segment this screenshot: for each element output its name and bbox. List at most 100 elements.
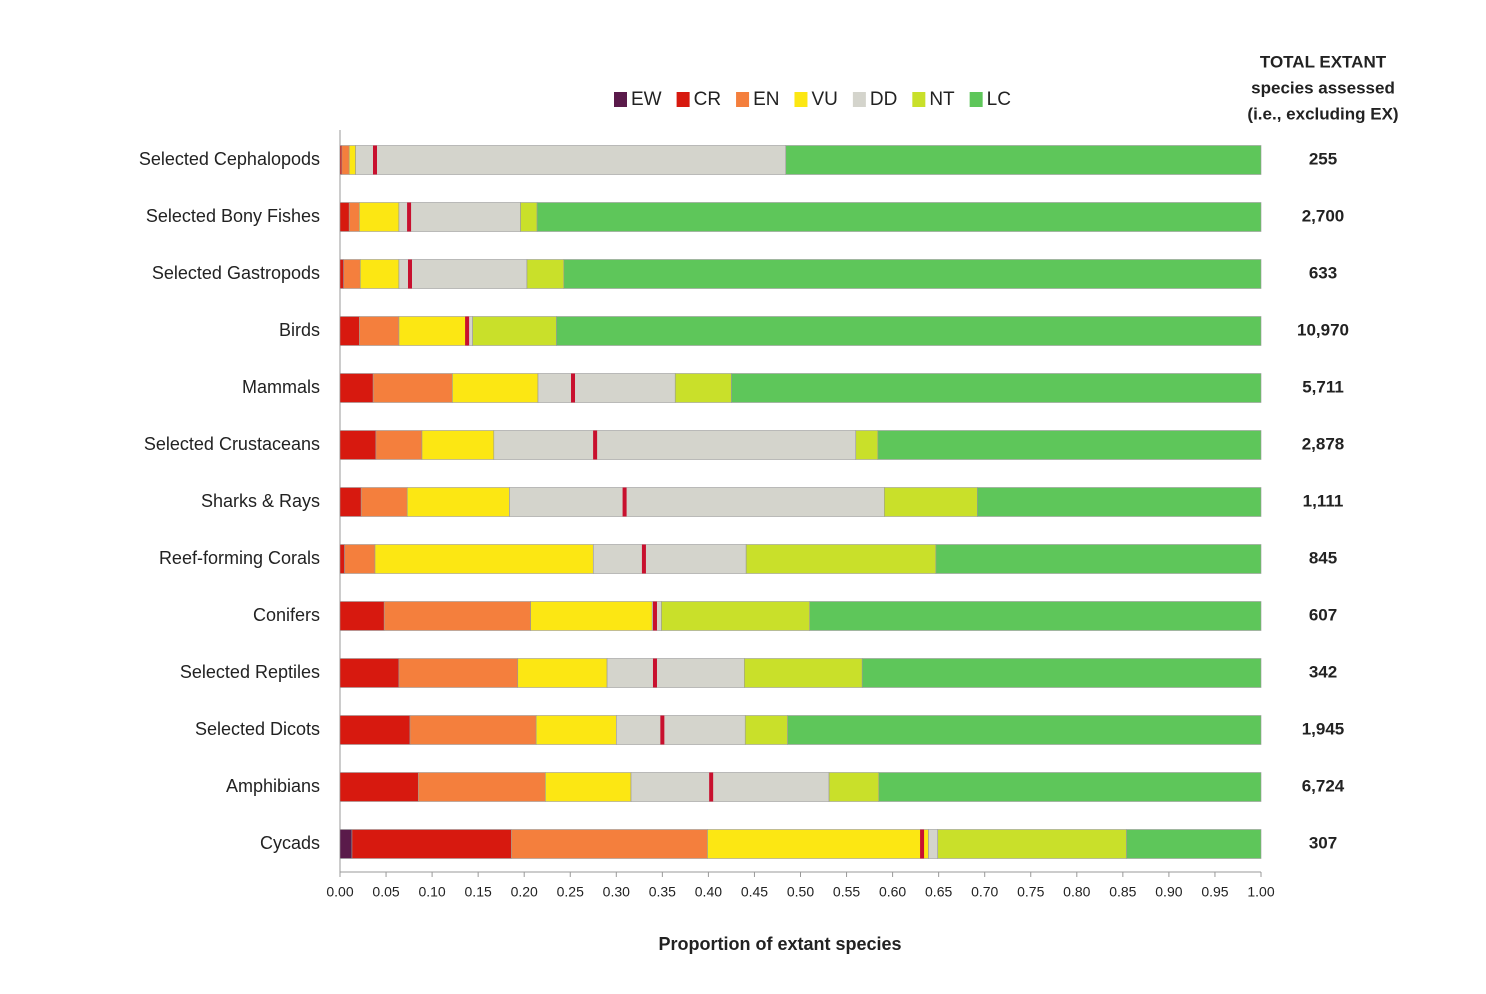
- bar-segment: [928, 829, 939, 859]
- legend-label: CR: [694, 89, 721, 110]
- bar-segment: [707, 829, 929, 859]
- bar-segment: [339, 373, 374, 403]
- bar-segment: [731, 373, 1262, 403]
- bar-segment: [563, 259, 1262, 289]
- bar-segment: [343, 259, 361, 289]
- total-label: 2,700: [1302, 206, 1345, 225]
- totals-header: species assessed: [1251, 78, 1395, 97]
- x-tick-label: 0.70: [971, 884, 998, 900]
- bar-segment: [351, 829, 512, 859]
- bar-segment: [877, 430, 1262, 460]
- bar-segment: [339, 202, 350, 232]
- bar-segment: [520, 202, 538, 232]
- bar-segment: [526, 259, 565, 289]
- legend-label: NT: [929, 89, 955, 110]
- bar-segment: [674, 373, 732, 403]
- legend-swatch: [852, 92, 866, 107]
- legend-label: EW: [631, 89, 662, 110]
- x-tick-label: 0.50: [787, 884, 814, 900]
- bar-segment: [348, 202, 360, 232]
- bar-segment: [744, 658, 863, 688]
- bar-segment: [530, 601, 653, 631]
- legend-swatch: [969, 92, 983, 107]
- bar-segment: [787, 715, 1262, 745]
- bar-segment: [359, 202, 400, 232]
- total-label: 255: [1309, 149, 1337, 168]
- totals-header: (i.e., excluding EX): [1247, 104, 1398, 123]
- legend-swatch: [676, 92, 690, 107]
- x-tick-label: 1.00: [1247, 884, 1274, 900]
- threat-marker: [660, 715, 665, 745]
- y-tick-label: Mammals: [242, 377, 320, 397]
- bar-segment: [409, 715, 537, 745]
- bar-segment: [348, 145, 356, 175]
- bar-segment: [339, 772, 419, 802]
- bar-segment: [472, 316, 557, 346]
- bar-segment: [339, 715, 411, 745]
- x-tick-label: 0.75: [1017, 884, 1044, 900]
- x-tick-label: 0.10: [418, 884, 445, 900]
- x-tick-label: 0.15: [465, 884, 492, 900]
- bar-segment: [339, 829, 353, 859]
- y-tick-label: Birds: [279, 320, 320, 340]
- legend-label: VU: [811, 89, 837, 110]
- y-tick-label: Conifers: [253, 605, 320, 625]
- legend-swatch: [912, 92, 926, 107]
- y-tick-label: Selected Bony Fishes: [146, 206, 320, 226]
- bar-segment: [339, 658, 400, 688]
- bar-segment: [630, 772, 830, 802]
- bar-segment: [375, 430, 423, 460]
- y-tick-label: Reef-forming Corals: [159, 548, 320, 568]
- x-tick-label: 0.85: [1109, 884, 1136, 900]
- bar-segment: [398, 202, 521, 232]
- bar-segment: [615, 715, 746, 745]
- bar-segment: [509, 487, 885, 517]
- bar-segment: [344, 544, 376, 574]
- bar-segment: [861, 658, 1262, 688]
- legend-swatch: [794, 92, 808, 107]
- bar-segment: [417, 772, 546, 802]
- total-label: 1,945: [1302, 719, 1345, 738]
- bar-segment: [545, 772, 632, 802]
- threat-marker: [465, 316, 470, 346]
- totals-header: TOTAL EXTANT: [1260, 52, 1387, 71]
- threat-marker: [622, 487, 627, 517]
- legend-label: DD: [870, 89, 897, 110]
- bar-segment: [661, 601, 811, 631]
- bar-segment: [493, 430, 857, 460]
- bar-segment: [452, 373, 539, 403]
- bar-segment: [339, 259, 344, 289]
- bar-segment: [977, 487, 1262, 517]
- y-tick-label: Amphibians: [226, 776, 320, 796]
- x-tick-label: 0.30: [603, 884, 630, 900]
- threat-marker: [593, 430, 598, 460]
- bar-segment: [372, 373, 453, 403]
- threat-marker: [652, 601, 657, 631]
- bar-segment: [1126, 829, 1262, 859]
- legend-swatch: [614, 92, 627, 107]
- bar-segment: [935, 544, 1262, 574]
- bar-segment: [745, 544, 937, 574]
- bar-segment: [556, 316, 1262, 346]
- threat-marker: [407, 259, 412, 289]
- threat-marker: [571, 373, 576, 403]
- y-tick-label: Selected Dicots: [195, 719, 320, 739]
- legend-label: LC: [987, 89, 1011, 110]
- y-tick-label: Selected Reptiles: [180, 662, 320, 682]
- bar-segment: [398, 259, 528, 289]
- bar-segment: [355, 145, 787, 175]
- bar-segment: [398, 316, 468, 346]
- bar-segment: [535, 715, 617, 745]
- y-tick-label: Cycads: [260, 833, 320, 853]
- legend-label: EN: [753, 89, 779, 110]
- threat-marker: [920, 829, 925, 859]
- bar-segment: [360, 487, 408, 517]
- bar-segment: [744, 715, 788, 745]
- legend-swatch: [736, 92, 750, 107]
- bar-segment: [592, 544, 747, 574]
- bar-segment: [421, 430, 495, 460]
- threat-marker: [652, 658, 657, 688]
- bar-segment: [878, 772, 1262, 802]
- bar-segment: [339, 430, 377, 460]
